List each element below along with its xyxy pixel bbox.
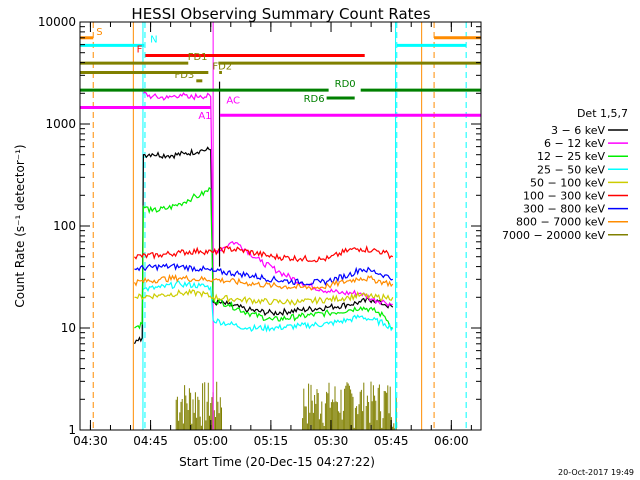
flag-label-a1: A1 [198,111,211,122]
legend-entry-label: 25 − 50 keV [537,163,605,176]
y-tick-label: 10 [61,321,76,335]
series-layer [92,22,467,430]
series-800-7000-kev [133,273,394,291]
flag-label-ac: AC [226,96,240,107]
legend-entry-label: 3 − 6 keV [551,124,605,137]
x-tick-label: 05:30 [314,434,349,448]
y-tick-label: 100 [53,219,76,233]
series-6-12-kev [143,91,393,307]
flags-layer: S NF FD1 FD2 FD3 RD0 RD6 AC A1 [80,27,481,122]
x-tick-label: 04:45 [133,434,168,448]
flag-label-rd6: RD6 [304,94,325,105]
flag-label-fd2: FD2 [212,61,232,72]
flag-label-rd0: RD0 [335,79,356,90]
series-7000-20000-kev [204,381,222,430]
x-axis-label: Start Time (20-Dec-15 04:27:22) [179,455,375,469]
flag-label-fd1: FD1 [188,52,208,63]
axes-layer: 1 10 100 1000 10000 04:30 04:45 05:00 05:15 05:30… [38,15,481,448]
y-tick-label: 1 [68,423,76,437]
plot-frame [79,21,482,431]
x-tick-label: 06:00 [434,434,469,448]
x-tick-label: 05:15 [254,434,289,448]
legend-entry-label: 12 − 25 keV [537,150,605,163]
y-tick-label: 10000 [38,15,76,29]
chart-title: HESSI Observing Summary Count Rates [131,5,430,23]
series-12-25-kev [134,186,393,330]
legend-entry-label: 100 − 300 keV [523,190,605,203]
legend-title: Det 1,5,7 [577,107,628,120]
legend-entry-label: 300 − 800 keV [523,203,605,216]
series-50-100-kev [134,288,394,306]
legend-entry-label: 50 − 100 keV [530,176,605,189]
series-7000-20000-kev [175,383,204,430]
flag-label-n: N [150,34,157,45]
series-100-300-kev [134,244,394,263]
legend-entry-label: 800 − 7000 keV [516,216,605,229]
legend-entry-label: 7000 − 20000 keV [502,229,605,242]
series-25-50-kev [143,280,394,333]
x-tick-label: 04:30 [73,434,108,448]
flag-label-s: S [96,27,102,38]
series-7000-20000-kev [302,381,397,430]
noise-layer [175,381,397,430]
series-300-800-kev [134,262,394,286]
y-tick-label: 1000 [45,117,76,131]
y-axis-label: Count Rate (s⁻¹ detector⁻¹) [13,144,27,307]
footer-timestamp: 20-Oct-2017 19:49 [558,468,634,477]
flag-label-fd3: FD3 [174,70,194,81]
x-tick-label: 05:45 [374,434,409,448]
series-3-6-kev [133,146,394,345]
legend-entry-label: 6 − 12 keV [544,137,605,150]
flag-label-f: F [137,44,143,55]
x-tick-label: 05:00 [193,434,228,448]
